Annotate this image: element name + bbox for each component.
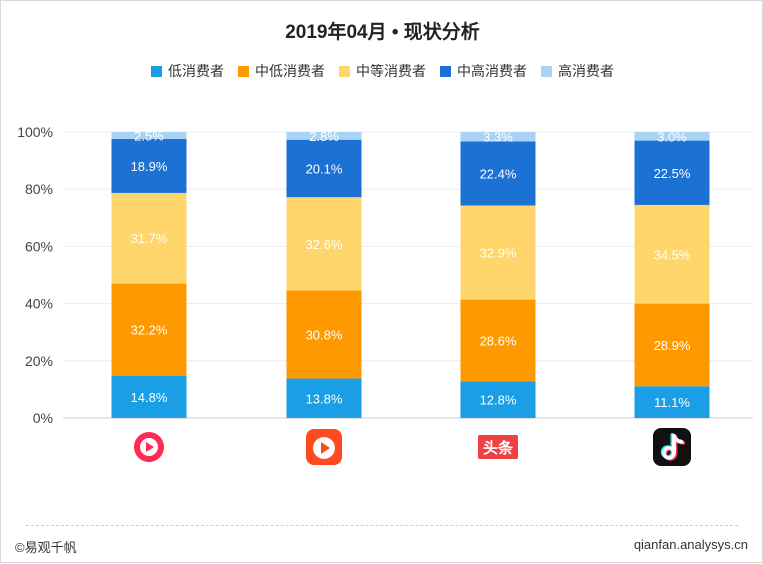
data-label: 32.2%: [131, 323, 168, 338]
legend-label: 低消费者: [168, 63, 224, 79]
footer-divider: [26, 525, 738, 526]
data-label: 30.8%: [306, 327, 343, 342]
legend-swatch: [440, 65, 451, 77]
bar-segment: [634, 204, 710, 304]
legend-item: 高消费者: [541, 61, 614, 81]
legend-label: 中等消费者: [356, 63, 426, 79]
bar-segment: [111, 138, 187, 193]
bar-segment: [634, 132, 710, 141]
data-label: 13.8%: [306, 391, 343, 406]
toutiao-logo-icon: 头条: [478, 435, 518, 459]
y-tick-label: 100%: [17, 124, 53, 140]
chart-legend: 低消费者 中低消费者 中等消费者 中高消费者 高消费者: [1, 61, 763, 81]
bar-segment: [460, 299, 536, 382]
bar-segment: [286, 290, 362, 379]
legend-swatch: [238, 65, 249, 77]
red-play-circle-icon: [134, 432, 164, 462]
legend-label: 高消费者: [558, 63, 614, 79]
chart-title: 2019年04月 • 现状分析: [285, 22, 480, 43]
bar-segment: [634, 386, 710, 418]
bar-segment: [111, 283, 187, 376]
bar-segment: [111, 375, 187, 418]
bar-segment: [460, 205, 536, 300]
bar-segment: [111, 192, 187, 284]
tiktok-logo-icon: [653, 428, 691, 466]
data-label: 28.9%: [654, 338, 691, 353]
data-label: 2.8%: [309, 129, 339, 144]
y-tick-label: 20%: [25, 353, 53, 369]
legend-label: 中低消费者: [255, 63, 325, 79]
legend-swatch: [339, 65, 350, 77]
data-label: 28.6%: [480, 333, 517, 348]
data-label: 11.1%: [654, 395, 690, 410]
bar-segment: [634, 140, 710, 205]
legend-item: 低消费者: [151, 61, 224, 81]
y-tick-label: 40%: [25, 296, 53, 312]
footer-source-url: qianfan.analysys.cn: [633, 537, 748, 552]
footer-copyright: ©易观千帆: [15, 540, 77, 555]
bar-segment: [460, 141, 536, 206]
bar-segment: [460, 132, 536, 142]
legend-item: 中等消费者: [339, 61, 426, 81]
data-label: 22.5%: [654, 166, 691, 181]
data-label: 3.3%: [483, 130, 513, 145]
bar-segment: [286, 197, 362, 291]
bar-segment: [286, 139, 362, 198]
data-label: 32.6%: [306, 237, 343, 252]
y-tick-label: 0%: [33, 410, 53, 426]
y-tick-label: 60%: [25, 238, 53, 254]
data-label: 12.8%: [480, 393, 517, 408]
data-label: 3.0%: [657, 129, 687, 144]
data-label: 2.5%: [134, 128, 164, 143]
data-label: 14.8%: [131, 390, 168, 405]
bar-segment: [111, 132, 187, 139]
bar-segment: [634, 303, 710, 387]
legend-swatch: [151, 65, 162, 77]
data-label: 32.9%: [480, 246, 517, 261]
data-label: 22.4%: [480, 166, 517, 181]
bar-segment: [460, 381, 536, 418]
red-play-square-icon: [306, 429, 342, 465]
bar-segment: [286, 132, 362, 140]
data-label: 31.7%: [131, 231, 168, 246]
svg-text:头条: 头条: [483, 439, 514, 457]
y-tick-label: 80%: [25, 181, 53, 197]
legend-swatch: [541, 65, 552, 77]
legend-label: 中高消费者: [457, 63, 527, 79]
legend-item: 中高消费者: [440, 61, 527, 81]
bar-segment: [286, 378, 362, 418]
data-label: 34.5%: [654, 247, 691, 262]
data-label: 20.1%: [306, 161, 343, 176]
legend-item: 中低消费者: [238, 61, 325, 81]
data-label: 18.9%: [131, 159, 168, 174]
